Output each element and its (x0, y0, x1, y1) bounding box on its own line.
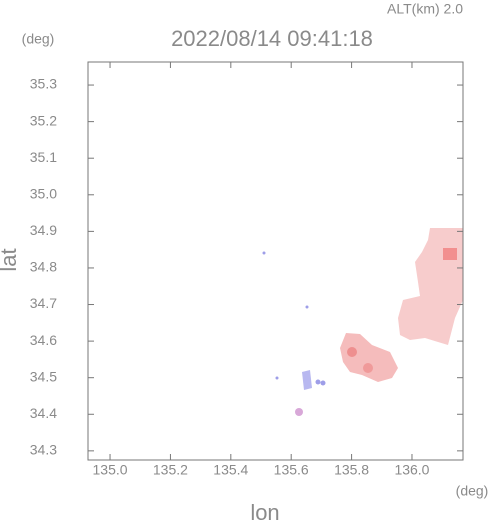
echo (305, 305, 309, 309)
x-tick-label: 136.0 (394, 462, 429, 478)
y-tick-label: 34.4 (30, 405, 57, 421)
subtitle: ALT(km) 2.0 (387, 1, 463, 17)
echo (340, 333, 398, 382)
x-tick-label: 135.4 (213, 462, 248, 478)
x-tick-label: 135.8 (334, 462, 369, 478)
echoes (262, 228, 463, 416)
x-tick-label: 135.0 (93, 462, 128, 478)
y-tick-label: 35.0 (30, 185, 57, 201)
x-tick-label: 135.6 (274, 462, 309, 478)
y-tick-label: 34.5 (30, 368, 57, 384)
echo-core (443, 248, 457, 260)
y-unit: (deg) (22, 31, 55, 47)
echo-core (363, 363, 373, 373)
echo (320, 380, 326, 386)
y-tick-label: 34.9 (30, 222, 57, 238)
echo (275, 376, 279, 380)
echo (295, 408, 303, 416)
y-tick-label: 34.3 (30, 442, 57, 458)
echo (302, 370, 312, 390)
y-axis-label: lat (0, 248, 21, 271)
echo (398, 228, 463, 345)
chart-title: 2022/08/14 09:41:18 (171, 26, 373, 51)
echo (262, 251, 266, 255)
echo-core (347, 347, 357, 357)
y-tick-label: 35.3 (30, 76, 57, 92)
y-tick-label: 35.1 (30, 149, 57, 165)
y-tick-label: 35.2 (30, 112, 57, 128)
y-tick-label: 34.6 (30, 332, 57, 348)
x-unit: (deg) (456, 483, 489, 499)
echo (315, 379, 321, 385)
x-tick-label: 135.2 (153, 462, 188, 478)
y-tick-label: 34.7 (30, 295, 57, 311)
y-tick-label: 34.8 (30, 259, 57, 275)
plot-frame (87, 61, 464, 461)
x-axis-label: lon (250, 500, 279, 521)
